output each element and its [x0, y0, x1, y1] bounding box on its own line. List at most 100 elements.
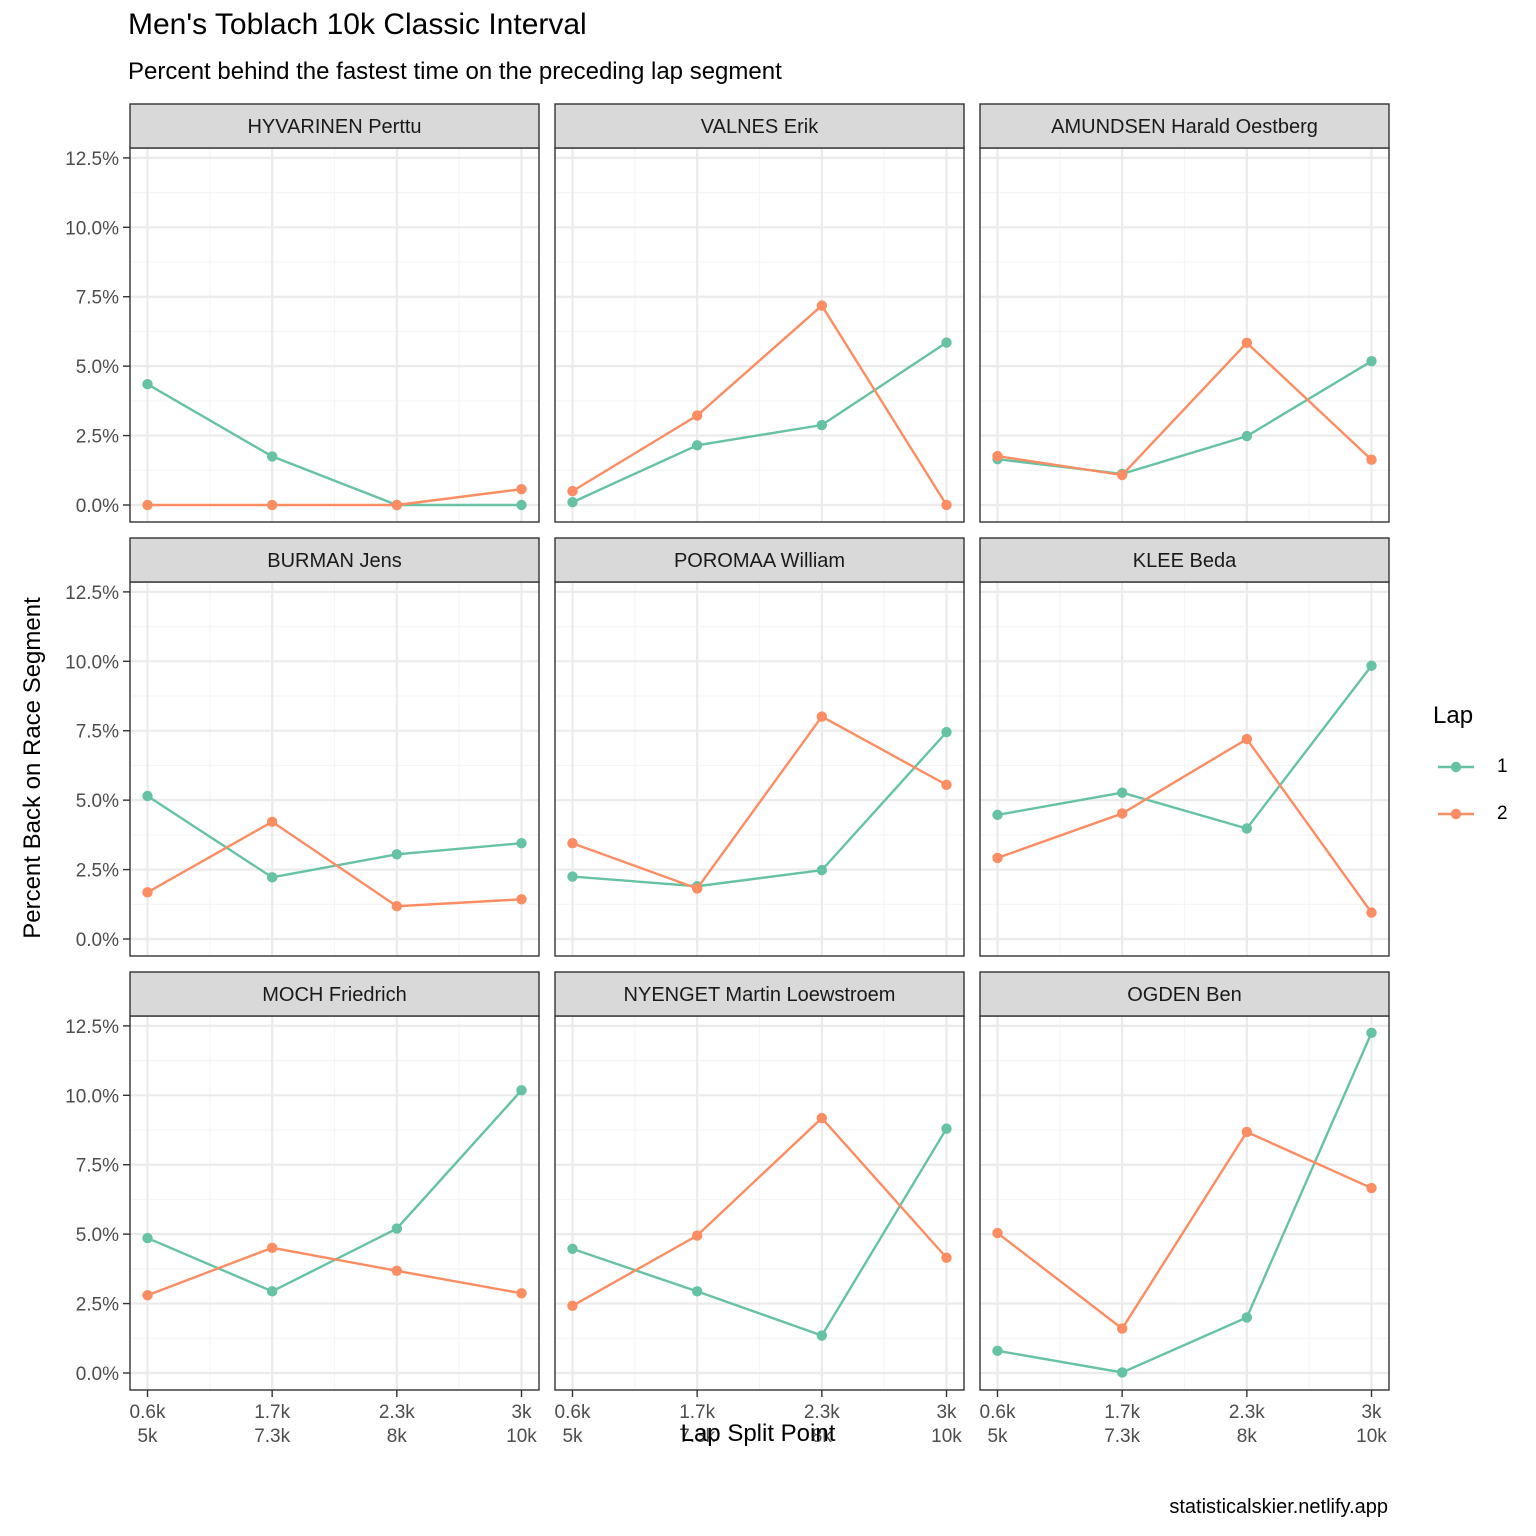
- facet-label-burman-jens: BURMAN Jens: [267, 550, 401, 572]
- data-point-lap-2-ogden-ben: [1241, 1126, 1253, 1138]
- data-point-lap-2-poromaa-william: [941, 779, 952, 791]
- data-point-lap-2-valnes-erik: [941, 499, 952, 511]
- data-point-lap-2-poromaa-william: [567, 837, 578, 849]
- data-point-lap-2-burman-jens: [142, 887, 153, 898]
- data-point-lap-1-poromaa-william: [567, 871, 578, 882]
- x-tick-label: 1.7k: [679, 1402, 715, 1423]
- y-tick-label: 7.5%: [76, 1156, 119, 1177]
- y-tick-label: 0.0%: [76, 496, 119, 517]
- x-tick-label: 10k: [931, 1426, 962, 1447]
- y-tick-label: 5.0%: [76, 357, 119, 378]
- data-point-lap-1-burman-jens: [142, 790, 153, 802]
- facet-label-valnes-erik: VALNES Erik: [701, 116, 819, 138]
- y-tick-label: 2.5%: [76, 427, 119, 448]
- y-axis-label: Percent Back on Race Segment: [19, 597, 46, 939]
- x-tick-label: 8k: [1237, 1426, 1258, 1447]
- x-tick-label: 1.7k: [1104, 1402, 1140, 1423]
- data-point-lap-2-moch-friedrich: [391, 1265, 403, 1277]
- facet-strip-valnes-erik: [554, 103, 965, 149]
- x-tick-label: 7.3k: [254, 1426, 290, 1447]
- data-point-lap-2-poromaa-william: [816, 711, 828, 722]
- series-line-lap-2-valnes-erik: [571, 303, 948, 506]
- series-line-lap-2-hyvarinen-perttu: [147, 487, 522, 507]
- data-point-lap-2-hyvarinen-perttu: [142, 499, 153, 511]
- data-point-lap-1-hyvarinen-perttu: [516, 499, 527, 511]
- series-line-lap-2-nyenget-martin-loewstroem: [571, 1116, 948, 1307]
- series-line-lap-1-ogden-ben: [997, 1032, 1373, 1374]
- data-point-lap-1-nyenget-martin-loewstroem: [567, 1243, 578, 1255]
- legend-label-lap-2: 2: [1497, 803, 1508, 824]
- x-tick-label: 0.6k: [130, 1402, 166, 1423]
- y-tick-label: 0.0%: [76, 930, 119, 951]
- data-point-lap-1-moch-friedrich: [516, 1085, 527, 1096]
- facet-label-hyvarinen-perttu: HYVARINEN Perttu: [247, 116, 421, 138]
- data-point-lap-2-klee-beda: [1241, 733, 1253, 745]
- data-point-lap-2-nyenget-martin-loewstroem: [567, 1300, 578, 1312]
- chart-title: Men's Toblach 10k Classic Interval: [128, 8, 587, 41]
- data-point-lap-2-klee-beda: [1116, 808, 1128, 819]
- facet-label-ogden-ben: OGDEN Ben: [1127, 984, 1241, 1006]
- series-line-lap-2-ogden-ben: [996, 1130, 1372, 1331]
- data-point-lap-1-burman-jens: [391, 849, 403, 860]
- data-point-lap-2-amundsen-harald-oestberg: [1241, 337, 1253, 349]
- data-point-lap-2-amundsen-harald-oestberg: [1366, 454, 1377, 465]
- data-point-lap-2-hyvarinen-perttu: [391, 499, 403, 511]
- data-point-lap-1-amundsen-harald-oestberg: [1241, 430, 1253, 442]
- y-tick-label: 7.5%: [76, 288, 119, 309]
- data-point-lap-2-burman-jens: [516, 894, 527, 905]
- y-tick-label: 12.5%: [65, 583, 119, 604]
- data-point-lap-2-ogden-ben: [1116, 1323, 1128, 1334]
- data-point-lap-1-ogden-ben: [1366, 1027, 1377, 1039]
- facet-label-poromaa-william: POROMAA William: [674, 550, 845, 572]
- data-point-lap-2-moch-friedrich: [516, 1288, 527, 1299]
- legend-title: Lap: [1433, 702, 1474, 729]
- data-point-lap-2-poromaa-william: [691, 883, 703, 894]
- series-line-lap-2-poromaa-william: [572, 715, 948, 890]
- facet-strip-burman-jens: [129, 537, 540, 583]
- data-point-lap-1-klee-beda: [1366, 660, 1377, 671]
- data-point-lap-1-moch-friedrich: [266, 1286, 278, 1297]
- y-tick-label: 7.5%: [76, 722, 119, 743]
- x-tick-label: 0.6k: [980, 1402, 1016, 1423]
- data-point-lap-2-moch-friedrich: [142, 1290, 153, 1301]
- facet-strip-poromaa-william: [554, 537, 965, 583]
- data-point-lap-2-valnes-erik: [567, 485, 578, 497]
- data-point-lap-2-burman-jens: [391, 901, 403, 912]
- data-point-lap-1-valnes-erik: [691, 440, 703, 451]
- series-line-lap-1-klee-beda: [997, 665, 1373, 830]
- y-tick-label: 5.0%: [76, 791, 119, 812]
- data-point-lap-1-nyenget-martin-loewstroem: [816, 1330, 828, 1341]
- series-line-lap-2-klee-beda: [997, 737, 1373, 914]
- facet-strip-ogden-ben: [979, 971, 1390, 1017]
- x-tick-label: 3k: [511, 1402, 532, 1423]
- facet-strip-hyvarinen-perttu: [129, 103, 540, 149]
- y-tick-label: 2.5%: [76, 861, 119, 882]
- x-tick-label: 2.3k: [1229, 1402, 1265, 1423]
- legend-label-lap-1: 1: [1497, 756, 1508, 777]
- data-point-lap-2-ogden-ben: [992, 1227, 1003, 1239]
- data-point-lap-1-amundsen-harald-oestberg: [1366, 355, 1377, 367]
- data-point-lap-1-hyvarinen-perttu: [266, 451, 278, 462]
- x-tick-label: 2.3k: [804, 1402, 840, 1423]
- data-point-lap-2-moch-friedrich: [266, 1242, 278, 1253]
- data-point-lap-2-amundsen-harald-oestberg: [1116, 469, 1128, 481]
- data-point-lap-2-amundsen-harald-oestberg: [992, 450, 1003, 462]
- series-line-lap-1-valnes-erik: [572, 341, 948, 504]
- facet-label-amundsen-harald-oestberg: AMUNDSEN Harald Oestberg: [1051, 116, 1318, 138]
- y-tick-label: 12.5%: [65, 1017, 119, 1038]
- data-point-lap-1-poromaa-william: [941, 726, 952, 738]
- y-tick-label: 10.0%: [65, 1086, 119, 1107]
- data-point-lap-2-nyenget-martin-loewstroem: [816, 1112, 828, 1124]
- y-tick-label: 12.5%: [65, 149, 119, 170]
- facet-strip-amundsen-harald-oestberg: [979, 103, 1390, 149]
- data-point-lap-1-hyvarinen-perttu: [142, 379, 153, 390]
- data-point-lap-1-poromaa-william: [816, 864, 828, 876]
- data-point-lap-1-burman-jens: [266, 872, 278, 883]
- y-tick-label: 5.0%: [76, 1225, 119, 1246]
- x-tick-label: 0.6k: [555, 1402, 591, 1423]
- data-point-lap-2-valnes-erik: [691, 410, 703, 421]
- series-line-lap-2-amundsen-harald-oestberg: [997, 341, 1373, 477]
- facet-strip-nyenget-martin-loewstroem: [554, 971, 965, 1017]
- series-line-lap-2-moch-friedrich: [147, 1246, 522, 1297]
